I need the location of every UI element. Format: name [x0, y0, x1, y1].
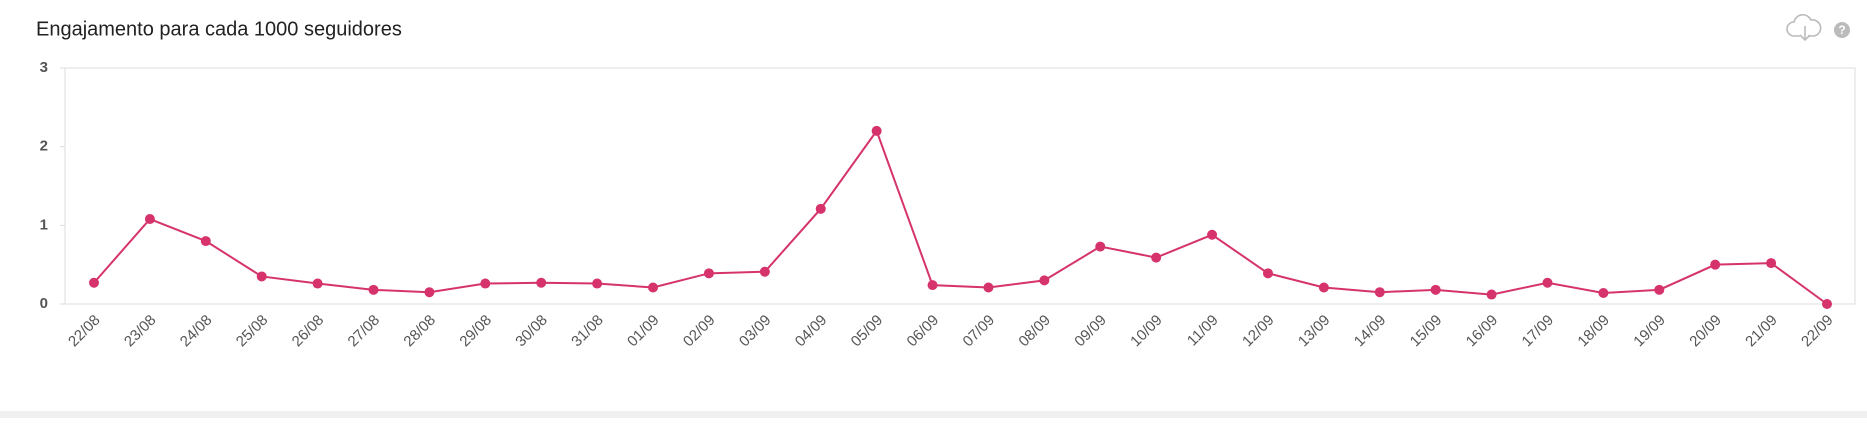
x-tick-label: 19/09: [1630, 312, 1669, 351]
point: [871, 125, 882, 136]
point: [1095, 241, 1106, 252]
x-tick-label: 04/09: [792, 312, 831, 351]
x-tick-label: 27/08: [345, 312, 384, 351]
x-tick-label: 29/08: [456, 312, 495, 351]
point: [1822, 299, 1832, 309]
x-tick-label: 31/08: [568, 312, 607, 351]
point: [1430, 284, 1441, 295]
x-tick-label: 25/08: [233, 312, 272, 351]
x-tick-label: 07/09: [960, 312, 999, 351]
download-icon[interactable]: [1786, 14, 1822, 42]
point: [1151, 252, 1162, 263]
point: [368, 284, 379, 295]
x-tick-label: 20/09: [1686, 312, 1725, 351]
x-tick-label: 30/08: [512, 312, 551, 351]
point: [1039, 275, 1050, 286]
x-tick-label: 18/09: [1574, 312, 1613, 351]
point: [1542, 277, 1553, 288]
point: [536, 277, 547, 288]
x-tick-label: 05/09: [848, 312, 887, 351]
point: [759, 266, 770, 277]
svg-text:?: ?: [1838, 23, 1845, 37]
x-tick-label: 10/09: [1127, 312, 1166, 351]
x-tick-label: 23/08: [121, 312, 160, 351]
x-tick-label: 14/09: [1351, 312, 1390, 351]
x-tick-label: 22/08: [65, 312, 104, 351]
point: [1710, 259, 1721, 270]
x-tick-label: 08/09: [1015, 312, 1054, 351]
point: [256, 271, 267, 282]
point: [200, 236, 211, 247]
x-tick-label: 02/09: [680, 312, 719, 351]
point: [1486, 289, 1497, 300]
point: [1262, 268, 1273, 279]
point: [1318, 282, 1329, 293]
y-tick-label: 0: [40, 295, 48, 312]
x-tick-label: 13/09: [1295, 312, 1334, 351]
x-tick-label: 21/09: [1742, 312, 1781, 351]
plot-border: [64, 67, 1856, 305]
point: [424, 287, 435, 298]
point: [312, 278, 323, 289]
x-tick-label: 09/09: [1071, 312, 1110, 351]
point: [1207, 229, 1218, 240]
x-tick-label: 16/09: [1463, 312, 1502, 351]
x-tick-label: 22/09: [1798, 312, 1837, 351]
x-tick-label: 15/09: [1407, 312, 1446, 351]
x-tick-label: 28/08: [400, 312, 439, 351]
point: [1374, 287, 1385, 298]
point: [703, 268, 714, 279]
x-tick-label: 26/08: [289, 312, 328, 351]
point: [144, 214, 155, 225]
point: [89, 277, 99, 288]
chart-title: Engajamento para cada 1000 seguidores: [36, 18, 402, 40]
x-tick-label: 24/08: [177, 312, 216, 351]
y-tick-label: 1: [40, 216, 48, 233]
point: [815, 203, 826, 214]
point: [1598, 287, 1609, 298]
point: [592, 278, 603, 289]
point: [648, 282, 659, 293]
help-icon[interactable]: ?: [1834, 22, 1850, 38]
footer-strip: [0, 411, 1867, 418]
y-tick-label: 2: [40, 138, 48, 155]
line: [93, 128, 1828, 305]
point: [480, 278, 491, 289]
x-tick-label: 03/09: [736, 312, 775, 351]
x-tick-label: 17/09: [1519, 312, 1558, 351]
x-tick-label: 06/09: [904, 312, 943, 351]
point: [927, 280, 938, 291]
point: [1654, 284, 1665, 295]
x-tick-label: 11/09: [1184, 312, 1222, 350]
x-tick-label: 12/09: [1239, 312, 1278, 351]
point: [983, 282, 994, 293]
y-tick-label: 3: [40, 59, 48, 76]
point: [1766, 258, 1777, 269]
x-tick-label: 01/09: [624, 312, 663, 351]
